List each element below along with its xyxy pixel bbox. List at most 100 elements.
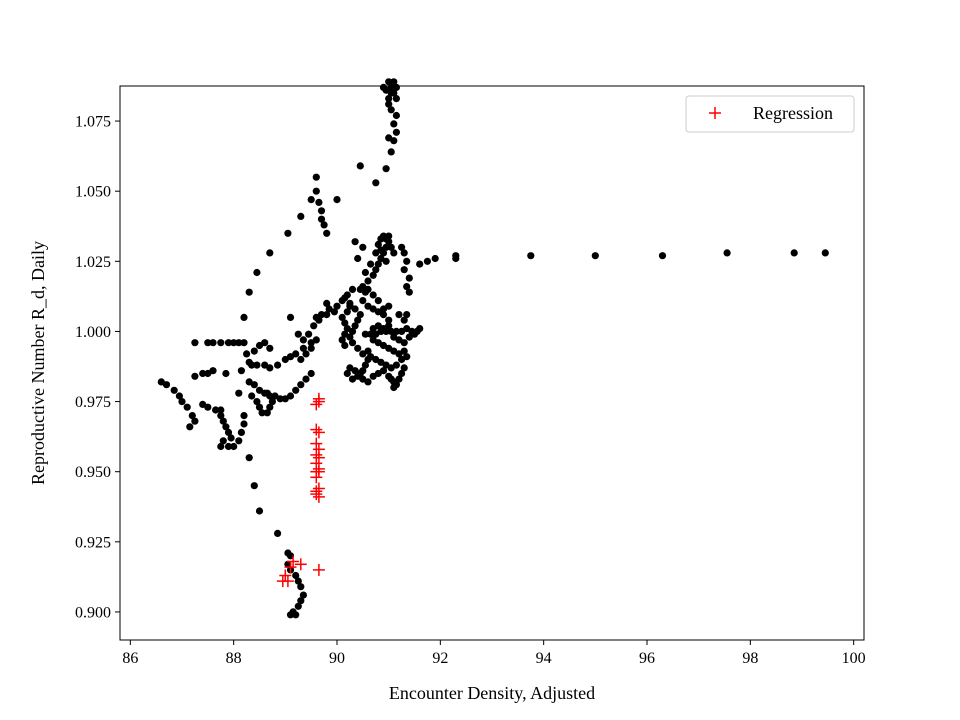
data-point: [372, 249, 380, 257]
data-point: [175, 392, 183, 400]
data-point: [359, 297, 367, 305]
data-point: [390, 249, 398, 257]
data-point: [403, 257, 411, 265]
data-point: [268, 398, 276, 406]
data-point: [400, 364, 408, 372]
regression-point: [312, 563, 325, 576]
data-point: [351, 238, 359, 246]
data-point: [248, 361, 256, 369]
data-point: [183, 403, 191, 411]
data-point: [348, 285, 357, 293]
data-point: [302, 350, 310, 358]
data-point: [341, 341, 349, 350]
data-point: [416, 260, 424, 268]
regression-point: [279, 569, 292, 582]
regression-point: [312, 451, 325, 464]
data-point: [204, 403, 212, 411]
data-point: [245, 454, 253, 462]
data-point: [266, 249, 274, 257]
data-point: [191, 417, 199, 425]
data-point: [385, 302, 393, 310]
data-point: [379, 367, 388, 375]
y-axis-label: Reproductive Number R_d, Daily: [28, 241, 48, 485]
data-point: [243, 350, 251, 358]
data-point: [250, 347, 258, 355]
regression-point: [294, 558, 307, 571]
data-point: [299, 344, 307, 352]
data-point: [410, 330, 419, 338]
data-point: [204, 339, 212, 347]
data-point: [361, 330, 369, 338]
data-point: [307, 196, 315, 204]
data-point: [395, 311, 403, 319]
data-point: [372, 266, 380, 274]
data-point: [364, 347, 372, 355]
x-tick-label: 100: [842, 650, 866, 667]
data-point: [237, 367, 245, 375]
data-point: [305, 330, 313, 338]
data-point: [405, 274, 413, 282]
y-tick-label: 1.075: [75, 114, 111, 131]
data-point: [312, 187, 320, 195]
data-point: [162, 381, 171, 389]
regression-point: [310, 437, 323, 450]
data-point: [354, 316, 362, 324]
data-point: [209, 367, 217, 375]
y-tick-label: 1.025: [75, 254, 111, 271]
data-point: [263, 409, 271, 417]
data-point: [385, 100, 393, 108]
data-point: [224, 428, 233, 436]
data-point: [286, 392, 295, 400]
data-point: [400, 347, 408, 355]
x-tick-label: 96: [639, 650, 655, 667]
data-point: [302, 375, 310, 383]
data-point: [338, 336, 346, 344]
data-point: [284, 229, 292, 237]
data-point: [292, 571, 300, 580]
data-point: [250, 482, 258, 490]
data-point: [392, 128, 400, 136]
data-point: [294, 577, 302, 585]
data-point: [219, 417, 227, 425]
data-point: [266, 364, 274, 372]
data-point: [343, 308, 351, 316]
regression-point: [310, 471, 323, 484]
data-point: [299, 591, 307, 599]
data-point: [297, 597, 305, 605]
data-point: [398, 355, 406, 364]
data-point: [354, 254, 362, 263]
data-point: [320, 221, 328, 229]
data-point: [312, 336, 320, 344]
data-point: [217, 412, 225, 420]
data-point: [276, 395, 284, 403]
data-point: [323, 229, 331, 237]
data-point: [240, 339, 248, 347]
data-point: [263, 389, 271, 397]
y-tick-label: 0.925: [75, 534, 111, 551]
data-point: [338, 313, 346, 321]
y-tick-label: 0.900: [75, 604, 111, 621]
data-point: [284, 560, 292, 568]
data-point: [253, 268, 261, 277]
data-point: [230, 442, 238, 451]
data-point: [387, 148, 395, 156]
data-point: [323, 311, 331, 319]
data-point: [299, 336, 307, 344]
data-point: [343, 369, 351, 378]
data-point: [369, 271, 377, 279]
data-point: [170, 386, 178, 394]
data-point: [374, 240, 382, 249]
data-point: [387, 106, 395, 114]
legend: Regression: [685, 95, 855, 133]
data-point: [390, 78, 398, 86]
legend-box: [685, 95, 855, 133]
data-point: [423, 257, 431, 265]
data-point: [253, 361, 261, 369]
data-point: [379, 311, 388, 319]
data-point: [790, 249, 798, 257]
legend-regression-marker: [709, 107, 721, 119]
data-point: [395, 375, 403, 383]
data-point: [821, 249, 829, 257]
regression-point: [310, 488, 323, 501]
data-point: [248, 392, 256, 400]
